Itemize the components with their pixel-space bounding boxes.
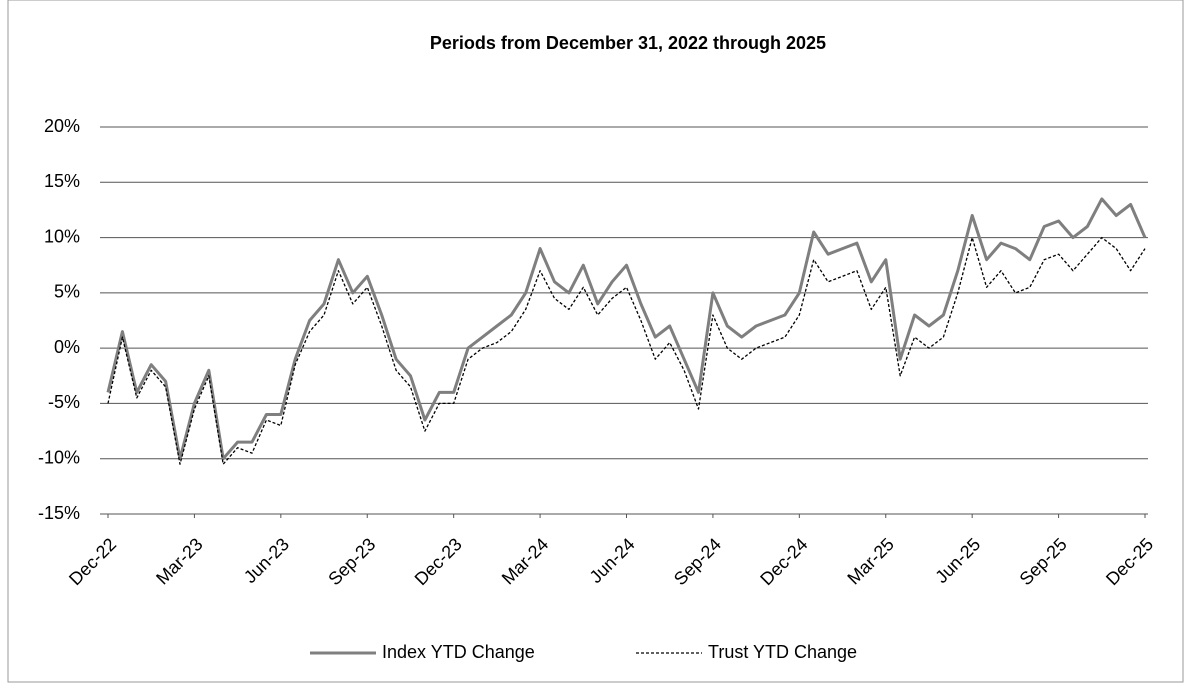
legend-label: Index YTD Change [382, 642, 535, 662]
chart-title: Periods from December 31, 2022 through 2… [430, 33, 826, 53]
y-tick-label: 10% [44, 226, 80, 246]
y-tick-label: -5% [48, 392, 80, 412]
y-tick-label: -10% [38, 447, 80, 467]
chart-border [7, 0, 1184, 683]
y-tick-label: 20% [44, 116, 80, 136]
series-line [106, 197, 1147, 461]
legend-label: Trust YTD Change [708, 642, 857, 662]
y-tick-label: 0% [54, 337, 80, 357]
y-tick-label: -15% [38, 503, 80, 523]
y-tick-label: 15% [44, 171, 80, 191]
y-tick-label: 5% [54, 282, 80, 302]
